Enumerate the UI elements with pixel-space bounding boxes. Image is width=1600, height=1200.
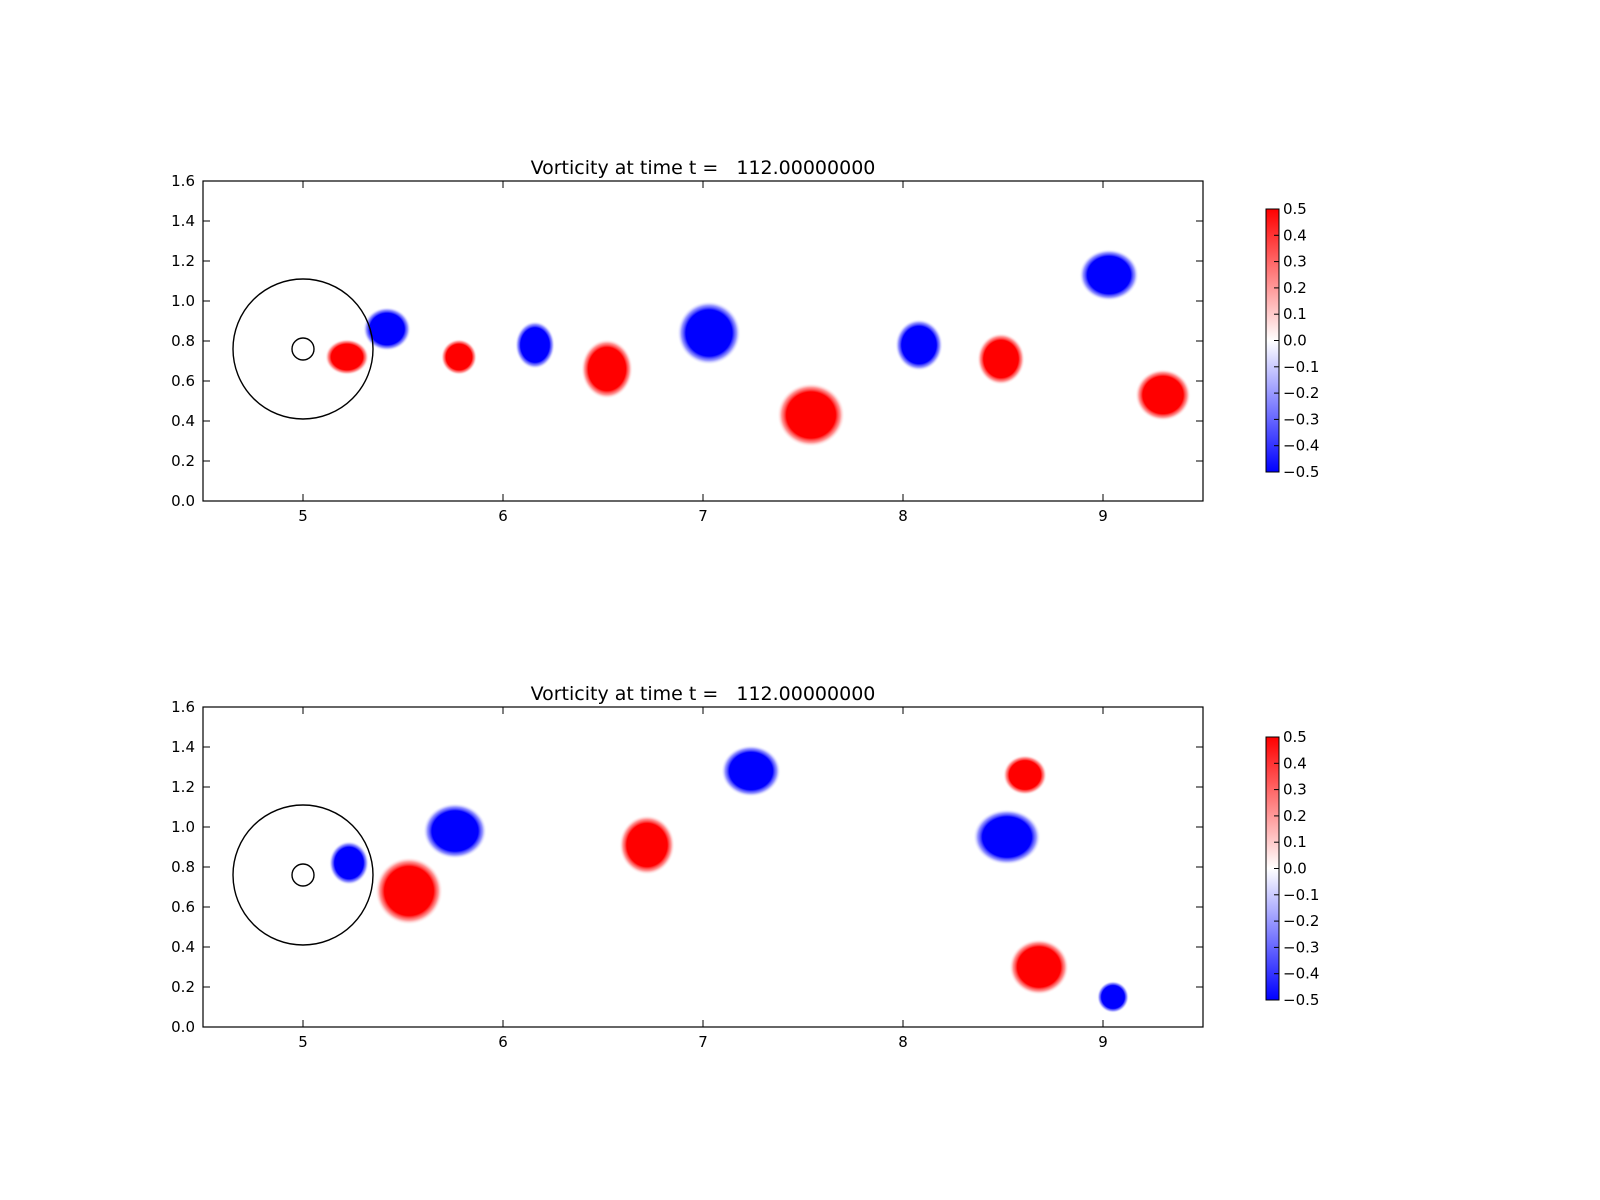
y-tick-label: 1.2 xyxy=(171,778,195,796)
y-tick-label: 0.6 xyxy=(171,372,195,390)
positive-vortex xyxy=(1009,939,1069,995)
colorbar-tick-label: −0.4 xyxy=(1283,965,1319,983)
x-tick-label: 8 xyxy=(898,507,908,525)
x-tick-label: 5 xyxy=(298,507,308,525)
colorbar-tick-label: 0.5 xyxy=(1283,728,1307,746)
negative-vortex xyxy=(973,809,1041,865)
colorbar-tick-label: −0.4 xyxy=(1283,437,1319,455)
vortex-layer xyxy=(329,745,1129,1013)
y-tick-label: 0.0 xyxy=(171,1018,195,1036)
colorbar-tick-label: 0.3 xyxy=(1283,781,1307,799)
circle-layer xyxy=(232,804,374,946)
x-tick-label: 8 xyxy=(898,1033,908,1051)
positive-vortex xyxy=(1003,755,1047,795)
colorbar-ticks: 0.5 0.4 0.3 0.2 0.1 0.0 −0.1 −0.2 −0.3 −0.4 −0.5 xyxy=(1274,728,1319,1009)
panel-bottom: Vorticity at time t = 112.00000000 5 6 7 8 9… xyxy=(171,683,1319,1051)
y-tick-label: 0.8 xyxy=(171,332,195,350)
positive-vortex xyxy=(325,339,369,375)
y-tick-label: 0.0 xyxy=(171,492,195,510)
colorbar-tick-label: −0.5 xyxy=(1283,991,1319,1009)
colorbar-tick-label: 0.3 xyxy=(1283,253,1307,271)
colorbar-tick-label: −0.3 xyxy=(1283,410,1319,428)
positive-vortex xyxy=(375,857,443,925)
y-axis: 0.0 0.2 0.4 0.6 0.8 1.0 1.2 1.4 1.6 xyxy=(171,698,1203,1036)
colorbar-tick-label: 0.2 xyxy=(1283,807,1307,825)
x-tick-label: 7 xyxy=(698,507,708,525)
positive-vortex xyxy=(619,815,675,875)
y-tick-label: 1.4 xyxy=(171,212,195,230)
outer-circle xyxy=(232,278,374,420)
positive-vortex xyxy=(777,383,845,447)
outer-circle xyxy=(232,804,374,946)
x-tick-label: 9 xyxy=(1098,1033,1108,1051)
positive-vortex xyxy=(581,339,633,399)
x-axis: 5 6 7 8 9 xyxy=(298,181,1108,525)
negative-vortex xyxy=(895,319,943,371)
positive-vortex xyxy=(1135,369,1191,421)
y-tick-label: 1.6 xyxy=(171,698,195,716)
x-axis: 5 6 7 8 9 xyxy=(298,707,1108,1051)
negative-vortex xyxy=(677,301,741,365)
x-tick-label: 7 xyxy=(698,1033,708,1051)
colorbar-tick-label: 0.0 xyxy=(1283,860,1307,878)
y-tick-label: 0.8 xyxy=(171,858,195,876)
colorbar-tick-label: −0.2 xyxy=(1283,912,1319,930)
y-tick-label: 0.2 xyxy=(171,978,195,996)
circle-layer xyxy=(232,278,374,420)
colorbar-tick-label: −0.1 xyxy=(1283,886,1319,904)
negative-vortex xyxy=(363,307,411,351)
inner-cylinder xyxy=(291,337,315,361)
colorbar-tick-label: −0.2 xyxy=(1283,384,1319,402)
x-tick-label: 6 xyxy=(498,1033,508,1051)
negative-vortex xyxy=(721,745,781,797)
colorbar-tick-label: −0.3 xyxy=(1283,938,1319,956)
colorbar-tick-label: 0.1 xyxy=(1283,833,1307,851)
x-tick-label: 6 xyxy=(498,507,508,525)
x-tick-label: 9 xyxy=(1098,507,1108,525)
colorbar-ticks: 0.5 0.4 0.3 0.2 0.1 0.0 −0.1 −0.2 −0.3 −0.4 −0.5 xyxy=(1274,200,1319,481)
negative-vortex xyxy=(1097,981,1129,1013)
colorbar-tick-label: 0.4 xyxy=(1283,754,1307,772)
plot-area xyxy=(203,181,1203,501)
negative-vortex xyxy=(515,321,555,369)
inner-cylinder xyxy=(291,863,315,887)
colorbar-tick-label: 0.1 xyxy=(1283,305,1307,323)
y-tick-label: 1.0 xyxy=(171,292,195,310)
positive-vortex xyxy=(977,333,1025,385)
colorbar: 0.5 0.4 0.3 0.2 0.1 0.0 −0.1 −0.2 −0.3 −0.4 −0.5 xyxy=(1265,728,1319,1009)
colorbar-tick-label: −0.1 xyxy=(1283,358,1319,376)
chart-title: Vorticity at time t = 112.00000000 xyxy=(531,157,876,179)
y-axis: 0.0 0.2 0.4 0.6 0.8 1.0 1.2 1.4 1.6 xyxy=(171,172,1203,510)
y-tick-label: 0.2 xyxy=(171,452,195,470)
colorbar-tick-label: 0.0 xyxy=(1283,332,1307,350)
plot-area xyxy=(203,707,1203,1027)
positive-vortex xyxy=(441,339,477,375)
y-tick-label: 1.4 xyxy=(171,738,195,756)
colorbar-tick-label: 0.5 xyxy=(1283,200,1307,218)
y-tick-label: 1.6 xyxy=(171,172,195,190)
negative-vortex xyxy=(329,841,369,885)
panel-top: Vorticity at time t = 112.00000000 5 6 7 8 9… xyxy=(171,157,1319,525)
colorbar: 0.5 0.4 0.3 0.2 0.1 0.0 −0.1 −0.2 −0.3 −0.4 −0.5 xyxy=(1265,200,1319,481)
y-tick-label: 0.4 xyxy=(171,938,195,956)
negative-vortex xyxy=(1079,249,1139,301)
negative-vortex xyxy=(423,803,487,859)
chart-title: Vorticity at time t = 112.00000000 xyxy=(531,683,876,705)
y-tick-label: 0.6 xyxy=(171,898,195,916)
colorbar-tick-label: 0.4 xyxy=(1283,226,1307,244)
colorbar-tick-label: 0.2 xyxy=(1283,279,1307,297)
y-tick-label: 1.2 xyxy=(171,252,195,270)
x-tick-label: 5 xyxy=(298,1033,308,1051)
y-tick-label: 0.4 xyxy=(171,412,195,430)
y-tick-label: 1.0 xyxy=(171,818,195,836)
vortex-layer xyxy=(325,249,1191,447)
colorbar-tick-label: −0.5 xyxy=(1283,463,1319,481)
